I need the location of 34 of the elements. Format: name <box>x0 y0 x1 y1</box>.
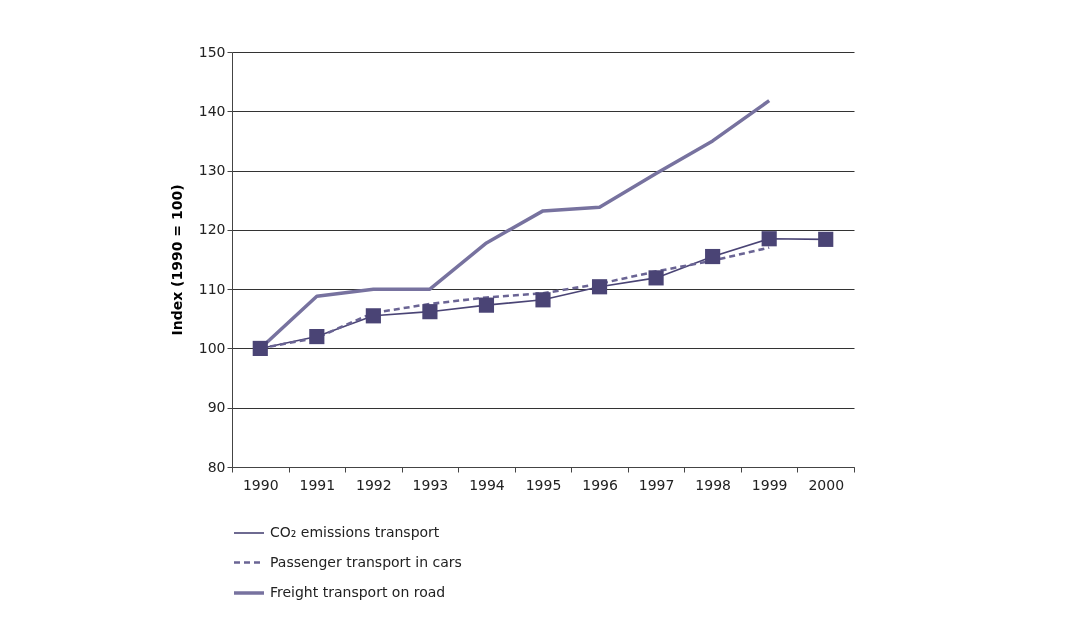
y-tick-label: 140 <box>198 102 226 119</box>
x-tick-label: 1991 <box>299 476 336 493</box>
x-tick-label: 1993 <box>412 476 449 493</box>
point <box>705 248 721 265</box>
point <box>818 231 834 247</box>
y-tick-label: 150 <box>198 43 226 60</box>
point <box>591 279 608 295</box>
point <box>535 292 551 308</box>
legend-label: CO₂ emissions transport <box>270 524 440 540</box>
legend-label: Freight transport on road <box>270 584 446 600</box>
point <box>761 231 777 247</box>
y-tick-label: 120 <box>198 221 226 238</box>
point <box>422 304 438 320</box>
y-tick-label: 100 <box>198 339 226 356</box>
x-tick-label: 1999 <box>751 476 788 493</box>
y-axis-title: Index (1990 = 100) <box>168 184 185 336</box>
x-tick-label: 1998 <box>695 476 731 493</box>
point <box>309 328 325 345</box>
x-tick-label: 1992 <box>356 476 392 493</box>
point <box>252 340 268 357</box>
x-tick-label: 1994 <box>469 476 505 493</box>
y-tick-label: 110 <box>198 280 226 297</box>
x-tick-label: 1996 <box>582 476 618 493</box>
x-tick-label: 2000 <box>808 476 845 493</box>
y-tick-label: 90 <box>207 399 226 416</box>
point <box>478 297 495 313</box>
x-tick-label: 1990 <box>242 476 279 493</box>
x-tick-label: 1995 <box>525 476 562 493</box>
point <box>648 270 664 286</box>
x-tick-label: 1997 <box>638 476 675 493</box>
y-tick-label: 80 <box>207 458 226 475</box>
point <box>365 308 381 324</box>
legend-label: Passenger transport in cars <box>270 553 462 570</box>
y-tick-label: 130 <box>198 162 226 179</box>
